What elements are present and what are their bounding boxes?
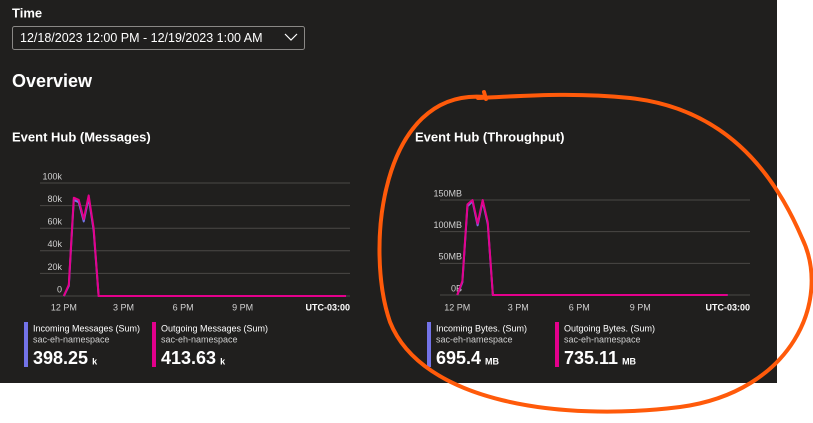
legend-swatch xyxy=(555,322,559,367)
y-tick-label: 100MB xyxy=(433,220,462,230)
legend-unit: MB xyxy=(622,356,636,366)
legend-name: Outgoing Messages (Sum) xyxy=(161,323,268,333)
time-value[interactable]: 12/18/2023 12:00 PM - 12/19/2023 1:00 AM xyxy=(20,31,263,45)
y-tick-label: 80k xyxy=(47,194,62,204)
legend-total: 398.25 xyxy=(33,348,88,368)
x-tick-label: 6 PM xyxy=(173,302,194,312)
legend-resource: sac-eh-namespace xyxy=(161,334,238,344)
x-tick-label: 3 PM xyxy=(113,302,134,312)
chart-title: Event Hub (Throughput) xyxy=(415,129,564,144)
legend-resource: sac-eh-namespace xyxy=(33,334,110,344)
y-tick-label: 150MB xyxy=(433,188,462,198)
dropdown-chevron xyxy=(284,33,298,41)
y-tick-label: 60k xyxy=(47,217,62,227)
legend-unit: k xyxy=(220,356,226,366)
legend-swatch xyxy=(427,322,431,367)
time-dropdown[interactable] xyxy=(12,26,305,50)
legend-unit: MB xyxy=(485,356,499,366)
y-tick-label: 0 xyxy=(57,284,62,294)
legend-unit: k xyxy=(92,356,98,366)
x-tick-label: 12 PM xyxy=(444,302,470,312)
legend-swatch xyxy=(152,322,156,367)
y-tick-label: 100k xyxy=(42,171,62,181)
legend-resource: sac-eh-namespace xyxy=(564,334,641,344)
legend-total: 413.63 xyxy=(161,348,216,368)
legend-swatch xyxy=(24,322,28,367)
x-tick-label: 9 PM xyxy=(232,302,253,312)
timezone-label: UTC-03:00 xyxy=(305,302,350,312)
time-label: Time xyxy=(12,5,42,20)
y-tick-label: 50MB xyxy=(438,252,462,262)
legend-name: Incoming Messages (Sum) xyxy=(33,323,140,333)
series-line xyxy=(62,194,347,297)
x-tick-label: 12 PM xyxy=(51,302,77,312)
legend-name: Outgoing Bytes. (Sum) xyxy=(564,323,655,333)
series-line xyxy=(456,199,728,296)
legend-total: 695.4 xyxy=(436,348,481,368)
x-tick-label: 6 PM xyxy=(569,302,590,312)
legend-total: 735.11 xyxy=(564,348,618,368)
timezone-label: UTC-03:00 xyxy=(705,302,750,312)
x-tick-label: 9 PM xyxy=(630,302,651,312)
y-tick-label: 20k xyxy=(47,262,62,272)
y-tick-label: 40k xyxy=(47,239,62,249)
legend-name: Incoming Bytes. (Sum) xyxy=(436,323,527,333)
overview-title: Overview xyxy=(12,71,93,91)
x-tick-label: 3 PM xyxy=(508,302,529,312)
legend-resource: sac-eh-namespace xyxy=(436,334,513,344)
y-tick-label: 0B xyxy=(451,283,462,293)
annotation-circle xyxy=(377,90,813,414)
chart-title: Event Hub (Messages) xyxy=(12,129,151,144)
